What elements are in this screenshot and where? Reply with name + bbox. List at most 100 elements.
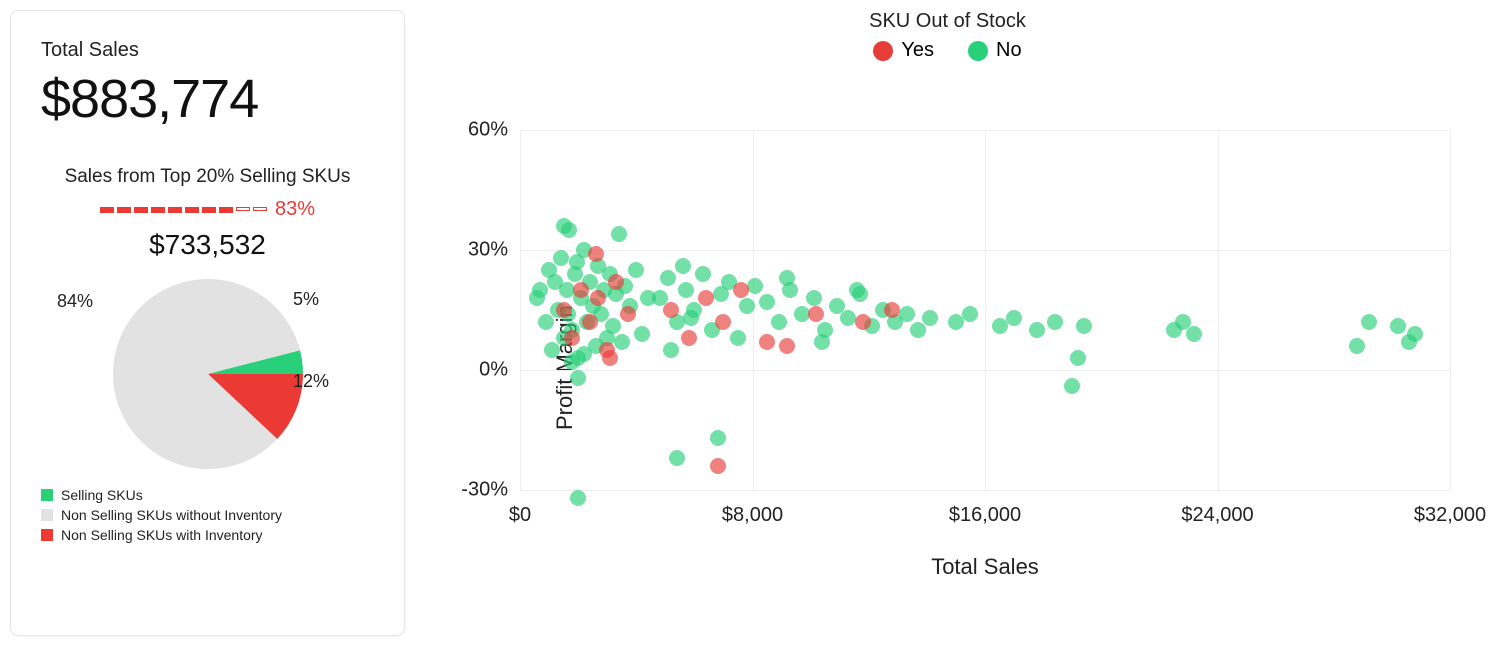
gridline-vertical: [1450, 130, 1451, 490]
x-axis-title: Total Sales: [520, 554, 1450, 580]
scatter-point: [588, 246, 604, 262]
pie-callout-84: 84%: [57, 291, 93, 312]
scatter-point: [573, 282, 589, 298]
scatter-point: [1349, 338, 1365, 354]
scatter-point: [1029, 322, 1045, 338]
scatter-point: [605, 318, 621, 334]
scatter-point: [771, 314, 787, 330]
scatter-point: [806, 290, 822, 306]
scatter-point: [1076, 318, 1092, 334]
scatter-point: [675, 258, 691, 274]
progress-bar: 83%: [41, 198, 374, 221]
legend-label: Yes: [901, 39, 934, 62]
scatter-point: [660, 270, 676, 286]
scatter-point: [779, 270, 795, 286]
scatter-point: [759, 294, 775, 310]
scatter-point: [910, 322, 926, 338]
legend-label: Non Selling SKUs without Inventory: [61, 507, 282, 523]
legend-label: Non Selling SKUs with Inventory: [61, 527, 263, 543]
scatter-point: [922, 310, 938, 326]
scatter-point: [1047, 314, 1063, 330]
scatter-point: [849, 282, 865, 298]
scatter-point: [620, 306, 636, 322]
pie-chart: 84% 5% 12%: [41, 279, 374, 469]
scatter-point: [733, 282, 749, 298]
dash-segment: [100, 207, 114, 213]
scatter-legend-title: SKU Out of Stock: [405, 10, 1490, 33]
dash-segment: [134, 207, 148, 213]
scatter-point: [710, 458, 726, 474]
scatter-point: [739, 298, 755, 314]
scatter-point: [1407, 326, 1423, 342]
gridline-horizontal: [520, 250, 1450, 251]
scatter-point: [814, 334, 830, 350]
gridline-vertical: [1218, 130, 1219, 490]
dash-segment: [202, 207, 216, 213]
scatter-point: [570, 370, 586, 386]
y-tick-label: 0%: [479, 359, 520, 382]
top-skus-value: $733,532: [41, 229, 374, 261]
x-tick-label: $8,000: [722, 490, 783, 527]
dash-segment: [168, 207, 182, 213]
kpi-label: Total Sales: [41, 39, 374, 62]
dash-segment: [117, 207, 131, 213]
scatter-point: [1361, 314, 1377, 330]
scatter-point: [715, 314, 731, 330]
scatter-point: [532, 282, 548, 298]
gridline-horizontal: [520, 130, 1450, 131]
scatter-point: [840, 310, 856, 326]
summary-card: Total Sales $883,774 Sales from Top 20% …: [10, 10, 405, 636]
scatter-point: [808, 306, 824, 322]
scatter-point: [611, 226, 627, 242]
scatter-point: [1186, 326, 1202, 342]
swatch-icon: [41, 529, 53, 541]
y-tick-label: 30%: [468, 239, 520, 262]
scatter-point: [569, 254, 585, 270]
dash-segment: [253, 207, 267, 211]
scatter-point: [899, 306, 915, 322]
legend-row: Selling SKUs: [41, 487, 374, 503]
scatter-point: [556, 302, 572, 318]
dash-segment: [185, 207, 199, 213]
scatter-point: [669, 450, 685, 466]
scatter-point: [710, 430, 726, 446]
scatter-chart: SKU Out of Stock Yes No Profit Margin To…: [405, 10, 1490, 636]
gridline-vertical: [985, 130, 986, 490]
gridline-vertical: [520, 130, 521, 490]
scatter-point: [634, 326, 650, 342]
scatter-point: [698, 290, 714, 306]
scatter-point: [681, 330, 697, 346]
y-tick-label: -30%: [461, 479, 520, 502]
scatter-point: [556, 218, 572, 234]
scatter-point: [678, 282, 694, 298]
dash-segment: [236, 207, 250, 211]
scatter-legend: SKU Out of Stock Yes No: [405, 10, 1490, 62]
pie-callout-12: 12%: [293, 371, 329, 392]
pie-legend: Selling SKUs Non Selling SKUs without In…: [41, 487, 374, 543]
scatter-point: [747, 278, 763, 294]
scatter-point: [884, 302, 900, 318]
legend-item-no: No: [968, 39, 1022, 62]
scatter-point: [779, 338, 795, 354]
progress-pct: 83%: [275, 198, 315, 221]
pie-callout-5: 5%: [293, 289, 319, 310]
scatter-point: [538, 314, 554, 330]
scatter-point: [544, 342, 560, 358]
dot-icon: [873, 41, 893, 61]
gridline-horizontal: [520, 490, 1450, 491]
scatter-point: [695, 266, 711, 282]
scatter-point: [1390, 318, 1406, 334]
legend-label: Selling SKUs: [61, 487, 143, 503]
x-tick-label: $16,000: [949, 490, 1021, 527]
legend-row: Non Selling SKUs with Inventory: [41, 527, 374, 543]
scatter-point: [730, 330, 746, 346]
scatter-point: [992, 318, 1008, 334]
gridline-horizontal: [520, 370, 1450, 371]
scatter-point: [855, 314, 871, 330]
x-tick-label: $24,000: [1181, 490, 1253, 527]
swatch-icon: [41, 509, 53, 521]
scatter-point: [948, 314, 964, 330]
dash-segment: [151, 207, 165, 213]
scatter-point: [1070, 350, 1086, 366]
top-skus-label: Sales from Top 20% Selling SKUs: [41, 166, 374, 188]
